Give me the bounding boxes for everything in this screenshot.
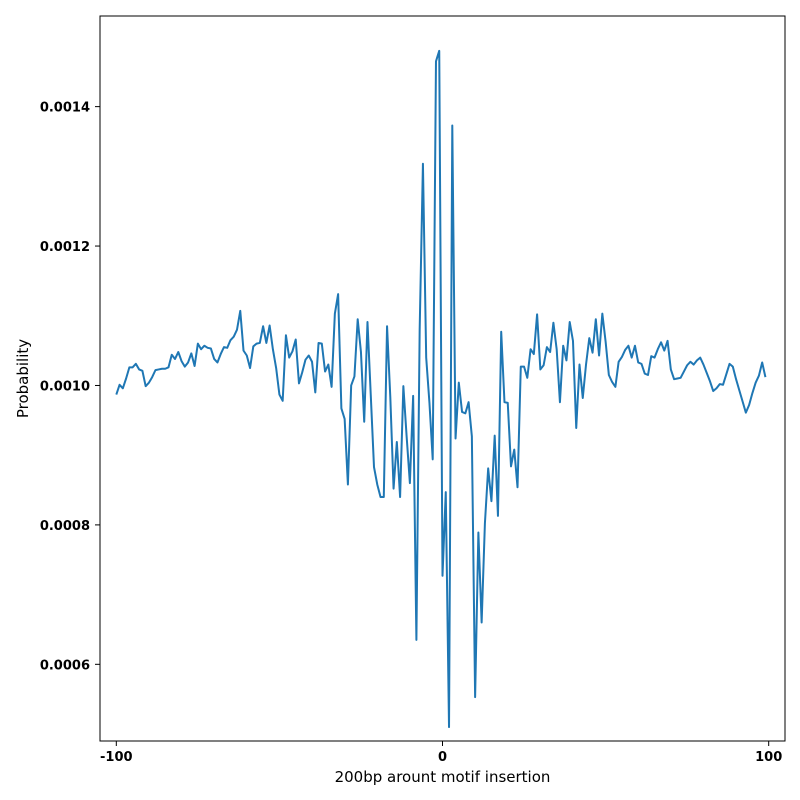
series-line-0 [115, 49, 767, 729]
data-layer [115, 49, 767, 729]
x-tick-label: 0 [438, 750, 447, 765]
y-tick-label: 0.0014 [40, 101, 90, 116]
ticks-layer: -100 0 100 0.0006 0.0008 0.0010 0.0012 0.0014 [40, 101, 782, 765]
y-tick-label: 0.0006 [40, 658, 90, 673]
plot-frame [99, 15, 786, 742]
x-axis-title: 200bp arount motif insertion [335, 768, 551, 786]
y-axis-title: Probability [14, 339, 32, 418]
y-tick-label: 0.0010 [40, 379, 90, 394]
x-tick-label: 100 [755, 750, 782, 765]
y-tick-label: 0.0008 [40, 519, 90, 534]
y-tick-label: 0.0012 [40, 240, 90, 255]
x-tick-label: -100 [100, 750, 133, 765]
